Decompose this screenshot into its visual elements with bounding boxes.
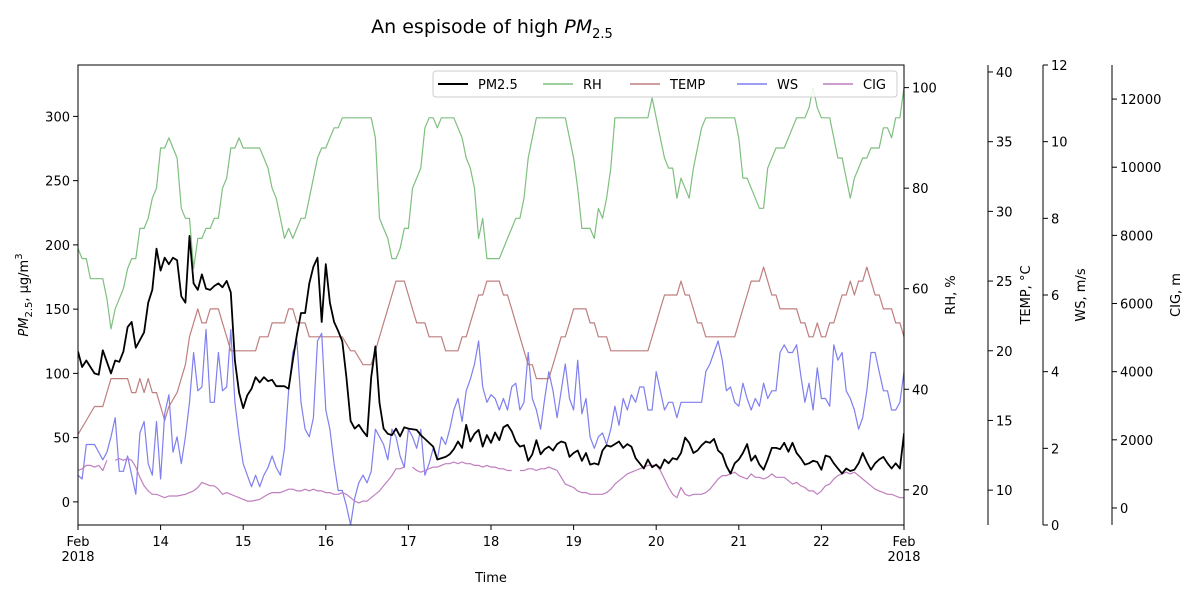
x-tick-label: 2018 <box>61 550 94 565</box>
legend-label-pm25: PM2.5 <box>478 78 518 93</box>
cig-tick-label: 8000 <box>1120 229 1153 244</box>
pm-tick-label: 150 <box>45 303 70 318</box>
chart-title: An espisode of high PM2.5 <box>371 16 613 42</box>
x-tick-label: 18 <box>483 535 500 550</box>
ws-tick-label: 0 <box>1051 519 1059 534</box>
cig-tick-label: 6000 <box>1120 298 1153 313</box>
series-rh-line <box>78 86 904 330</box>
ws-tick-label: 8 <box>1051 212 1059 227</box>
pm-axis-title: PM2.5, μg/m3 <box>14 253 35 336</box>
pm-tick-label: 300 <box>45 110 70 125</box>
ws-tick-label: 10 <box>1051 136 1068 151</box>
ws-tick-label: 2 <box>1051 442 1059 457</box>
x-tick-label: 2018 <box>887 550 920 565</box>
temp-tick-label: 10 <box>996 484 1013 499</box>
ws-tick-label: 6 <box>1051 289 1059 304</box>
pm-tick-label: 100 <box>45 367 70 382</box>
x-tick-label: 15 <box>235 535 252 550</box>
temp-tick-label: 30 <box>996 205 1013 220</box>
rh-tick-label: 20 <box>912 484 929 499</box>
temp-tick-label: 25 <box>996 275 1013 290</box>
legend-label-cig: CIG <box>863 78 886 93</box>
x-tick-label: Feb <box>892 535 915 550</box>
ws-tick-label: 12 <box>1051 59 1068 74</box>
x-tick-label: 17 <box>400 535 417 550</box>
ws-axis-title: WS, m/s <box>1074 268 1089 321</box>
cig-tick-label: 0 <box>1120 502 1128 517</box>
temp-tick-label: 40 <box>996 66 1013 81</box>
temp-tick-label: 20 <box>996 345 1013 360</box>
rh-tick-label: 100 <box>912 82 937 97</box>
temp-tick-label: 35 <box>996 136 1013 151</box>
legend: PM2.5 RH TEMP WS CIG <box>432 70 898 98</box>
x-tick-label: 20 <box>648 535 665 550</box>
x-tick-label: 19 <box>565 535 582 550</box>
cig-tick-label: 12000 <box>1120 93 1161 108</box>
pm-tick-label: 200 <box>45 239 70 254</box>
x-tick-label: 22 <box>813 535 830 550</box>
pm-tick-label: 50 <box>53 432 70 447</box>
temp-axis-title: TEMP, °C <box>1019 265 1034 325</box>
cig-tick-label: 4000 <box>1120 366 1153 381</box>
legend-label-rh: RH <box>583 78 602 93</box>
series-cig-line <box>78 460 108 472</box>
series-temp-line <box>78 266 904 435</box>
series-pm25-line <box>78 234 904 475</box>
series-cig-line <box>412 461 512 473</box>
legend-label-ws: WS <box>777 78 798 93</box>
x-tick-label: 14 <box>152 535 169 550</box>
rh-tick-label: 80 <box>912 182 929 197</box>
pm-tick-label: 250 <box>45 175 70 190</box>
legend-frame <box>432 70 898 98</box>
x-tick-label: Feb <box>66 535 89 550</box>
rh-tick-label: 40 <box>912 383 929 398</box>
series-ws-line <box>78 328 904 525</box>
legend-label-temp: TEMP <box>669 78 705 93</box>
rh-tick-label: 60 <box>912 283 929 298</box>
plot-frame <box>77 64 905 526</box>
series-cig-line <box>114 458 405 504</box>
x-axis-title: Time <box>474 571 507 586</box>
x-tick-label: 16 <box>318 535 335 550</box>
cig-axis-title: CIG, m <box>1169 273 1184 317</box>
cig-tick-label: 2000 <box>1120 434 1153 449</box>
rh-axis-title: RH, % <box>944 275 959 314</box>
x-tick-label: 21 <box>731 535 748 550</box>
temp-tick-label: 15 <box>996 414 1013 429</box>
series-layer <box>78 86 904 525</box>
pm-tick-label: 0 <box>62 496 70 511</box>
ws-tick-label: 4 <box>1051 366 1059 381</box>
cig-tick-label: 10000 <box>1120 161 1161 176</box>
